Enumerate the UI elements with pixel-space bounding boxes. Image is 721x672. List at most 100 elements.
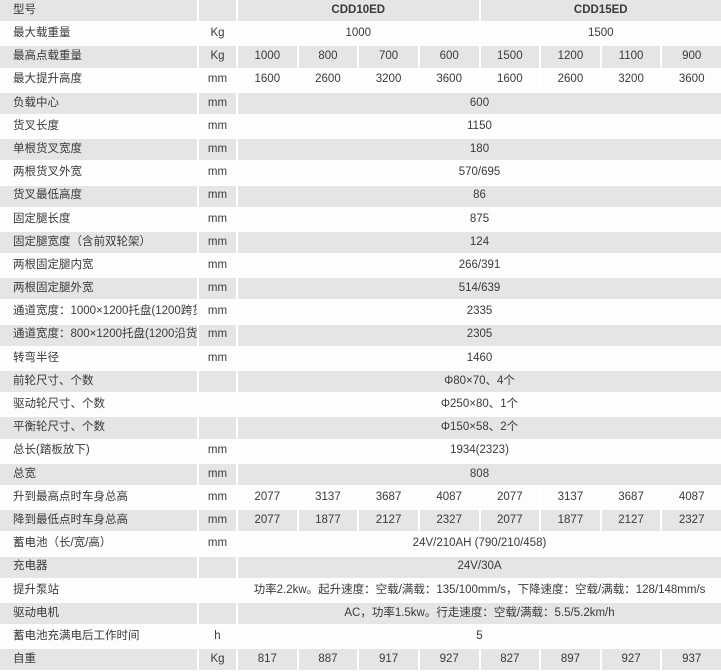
row-label: 蓄电池充满电后工作时间 xyxy=(0,626,197,648)
spec-value: 1600 xyxy=(480,69,540,91)
row-unit: mm xyxy=(199,301,236,323)
spec-value: 808 xyxy=(238,463,721,485)
row-unit xyxy=(199,0,236,22)
spec-value: 887 xyxy=(298,649,358,671)
row-unit: mm xyxy=(199,463,236,485)
spec-value: 5 xyxy=(238,626,721,648)
row-label: 货叉长度 xyxy=(0,115,197,138)
spec-value: 514/639 xyxy=(238,278,721,300)
row-label: 平衡轮尺寸、个数 xyxy=(0,417,197,439)
spec-value: 927 xyxy=(601,649,661,671)
row-unit xyxy=(199,371,236,393)
spec-value: 24V/210AH (790/210/458) xyxy=(238,533,721,555)
row-unit: mm xyxy=(199,510,236,532)
spec-value: 86 xyxy=(238,185,721,207)
spec-value: AC，功率1.5kw。行走速度：空载/满载：5.5/5.2km/h xyxy=(238,602,721,625)
row-label: 固定腿长度 xyxy=(0,208,197,230)
spec-value: 2327 xyxy=(662,510,721,532)
row-unit: mm xyxy=(199,92,236,114)
row-label: 升到最高点时车身总高 xyxy=(0,486,197,509)
spec-value: 3200 xyxy=(601,69,661,91)
spec-value: 124 xyxy=(238,231,721,254)
spec-value: 600 xyxy=(238,92,721,114)
spec-value: 1000 xyxy=(238,23,479,45)
spec-value: 1460 xyxy=(238,347,721,369)
spec-value: 24V/30A xyxy=(238,556,721,578)
row-label: 通道宽度：800×1200托盘(1200沿货叉放置) xyxy=(0,324,197,346)
row-label: 两根货叉外宽 xyxy=(0,162,197,184)
spec-value: 3687 xyxy=(359,486,418,509)
spec-value: 3600 xyxy=(419,69,479,91)
spec-value: 3200 xyxy=(359,69,418,91)
spec-value: 2305 xyxy=(238,324,721,346)
spec-value: 1500 xyxy=(480,23,721,45)
spec-value: 700 xyxy=(359,46,418,68)
row-label: 负载中心 xyxy=(0,92,197,114)
row-label: 充电器 xyxy=(0,556,197,578)
row-unit: Kg xyxy=(199,23,236,45)
row-label: 驱动轮尺寸、个数 xyxy=(0,394,197,416)
spec-value: 266/391 xyxy=(238,255,721,277)
row-label: 两根固定腿外宽 xyxy=(0,278,197,300)
spec-value: 917 xyxy=(359,649,418,671)
row-unit: mm xyxy=(199,115,236,138)
spec-value: 功率2.2kw。起升速度：空载/满载：135/100mm/s，下降速度：空载/满… xyxy=(238,579,721,601)
spec-value: Φ250×80、1个 xyxy=(238,394,721,416)
spec-value: 2077 xyxy=(480,486,540,509)
spec-value: 2127 xyxy=(601,510,661,532)
spec-value: Φ80×70、4个 xyxy=(238,371,721,393)
row-unit: mm xyxy=(199,69,236,91)
row-label: 最大载重量 xyxy=(0,23,197,45)
spec-value: 3600 xyxy=(662,69,721,91)
spec-value: 817 xyxy=(238,649,297,671)
spec-value: 4087 xyxy=(419,486,479,509)
spec-value: 2600 xyxy=(541,69,600,91)
row-unit: mm xyxy=(199,208,236,230)
row-unit xyxy=(199,417,236,439)
spec-value: 1877 xyxy=(541,510,600,532)
spec-value: 1100 xyxy=(601,46,661,68)
spec-value: 180 xyxy=(238,139,721,161)
row-unit: Kg xyxy=(199,46,236,68)
spec-value: 937 xyxy=(662,649,721,671)
row-unit xyxy=(199,602,236,625)
spec-value: 2327 xyxy=(419,510,479,532)
spec-value: 1500 xyxy=(480,46,540,68)
row-unit xyxy=(199,556,236,578)
spec-value: 4087 xyxy=(662,486,721,509)
row-label: 总长(踏板放下) xyxy=(0,440,197,462)
spec-value: 2077 xyxy=(238,510,297,532)
spec-value: 2077 xyxy=(238,486,297,509)
spec-value: 2335 xyxy=(238,301,721,323)
spec-value: 1877 xyxy=(298,510,358,532)
row-label: 转弯半径 xyxy=(0,347,197,369)
row-label: 降到最低点时车身总高 xyxy=(0,510,197,532)
row-unit: mm xyxy=(199,185,236,207)
spec-value: 897 xyxy=(541,649,600,671)
row-label: 通道宽度：1000×1200托盘(1200跨货叉放置) xyxy=(0,301,197,323)
row-label: 单根货叉宽度 xyxy=(0,139,197,161)
spec-value: 827 xyxy=(480,649,540,671)
row-unit: mm xyxy=(199,231,236,254)
spec-value: 875 xyxy=(238,208,721,230)
row-unit: mm xyxy=(199,162,236,184)
spec-value: 1150 xyxy=(238,115,721,138)
spec-value: 1200 xyxy=(541,46,600,68)
row-unit: mm xyxy=(199,278,236,300)
row-label: 前轮尺寸、个数 xyxy=(0,371,197,393)
spec-value: 1600 xyxy=(238,69,297,91)
spec-value: 927 xyxy=(419,649,479,671)
row-unit: Kg xyxy=(199,649,236,671)
row-label: 两根固定腿内宽 xyxy=(0,255,197,277)
spec-value: 3137 xyxy=(541,486,600,509)
row-unit: mm xyxy=(199,533,236,555)
row-unit: mm xyxy=(199,347,236,369)
row-label: 固定腿宽度（含前双轮架） xyxy=(0,231,197,254)
row-label: 自重 xyxy=(0,649,197,671)
spec-value: 2077 xyxy=(480,510,540,532)
row-unit xyxy=(199,579,236,601)
row-unit: mm xyxy=(199,324,236,346)
row-unit: mm xyxy=(199,486,236,509)
